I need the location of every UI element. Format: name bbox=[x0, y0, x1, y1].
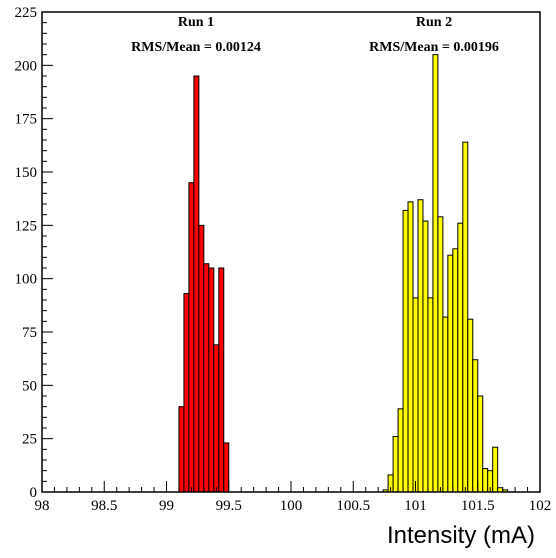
y-tick-label: 200 bbox=[15, 58, 38, 74]
bar-run2 bbox=[462, 141, 469, 493]
bar-run1 bbox=[213, 344, 220, 493]
run1-rms-mean: RMS/Mean = 0.00124 bbox=[131, 40, 261, 55]
bar-run2 bbox=[477, 395, 484, 493]
y-tick-label: 25 bbox=[22, 432, 37, 448]
bar-run2 bbox=[422, 220, 429, 493]
x-tick-label: 98.5 bbox=[91, 498, 117, 514]
x-tick-label: 102 bbox=[529, 498, 552, 514]
bar-run2 bbox=[452, 248, 459, 493]
x-tick-label: 100 bbox=[280, 498, 303, 514]
run2-label: Run 2 bbox=[416, 15, 452, 30]
x-tick-label: 99 bbox=[159, 498, 174, 514]
y-tick-label: 125 bbox=[15, 218, 38, 234]
x-tick-label: 99.5 bbox=[216, 498, 242, 514]
x-tick-label: 101 bbox=[404, 498, 427, 514]
y-tick-label: 100 bbox=[15, 272, 38, 288]
bar-run1 bbox=[218, 267, 225, 493]
bar-run2 bbox=[442, 316, 449, 493]
y-tick-label: 75 bbox=[22, 325, 37, 341]
run1-label: Run 1 bbox=[178, 15, 214, 30]
x-tick-label: 100.5 bbox=[336, 498, 370, 514]
bar-run2 bbox=[437, 216, 444, 493]
x-axis-ticks: 98 98.5 99 99.5 100 100.5 101 101.5 102 bbox=[35, 481, 552, 514]
x-tick-label: 101.5 bbox=[461, 498, 495, 514]
bar-run2 bbox=[492, 446, 499, 493]
y-tick-label: 50 bbox=[22, 378, 37, 394]
bar-run1 bbox=[188, 182, 195, 493]
run2-rms-mean: RMS/Mean = 0.00196 bbox=[369, 40, 499, 55]
histogram-bars bbox=[178, 54, 509, 493]
bar-run1 bbox=[183, 293, 190, 493]
bar-run2 bbox=[427, 297, 434, 493]
bar-run1 bbox=[223, 442, 230, 493]
y-tick-label: 225 bbox=[15, 5, 38, 21]
bar-run1 bbox=[178, 406, 185, 493]
y-axis-ticks: 0 25 50 75 100 125 150 175 200 225 bbox=[15, 5, 53, 501]
bar-run2 bbox=[432, 54, 439, 493]
bar-run2 bbox=[472, 359, 479, 493]
y-tick-label: 150 bbox=[15, 165, 38, 181]
x-axis-label: Intensity (mA) bbox=[387, 522, 535, 549]
bar-run2 bbox=[392, 436, 399, 493]
bar-run2 bbox=[457, 222, 464, 493]
bar-run2 bbox=[397, 408, 404, 493]
bar-run2 bbox=[412, 297, 419, 493]
bar-run1 bbox=[193, 75, 200, 493]
bar-run2 bbox=[482, 468, 489, 493]
y-tick-label: 0 bbox=[30, 485, 38, 501]
bar-run2 bbox=[417, 199, 424, 493]
bar-run1 bbox=[203, 263, 210, 493]
y-tick-label: 175 bbox=[15, 112, 38, 128]
bar-run1 bbox=[198, 224, 205, 493]
bar-run2 bbox=[447, 254, 454, 493]
bar-run2 bbox=[467, 318, 474, 493]
x-tick-label: 98 bbox=[35, 498, 50, 514]
bar-run2 bbox=[402, 209, 409, 493]
bar-run2 bbox=[407, 201, 414, 493]
bar-run1 bbox=[208, 267, 215, 493]
